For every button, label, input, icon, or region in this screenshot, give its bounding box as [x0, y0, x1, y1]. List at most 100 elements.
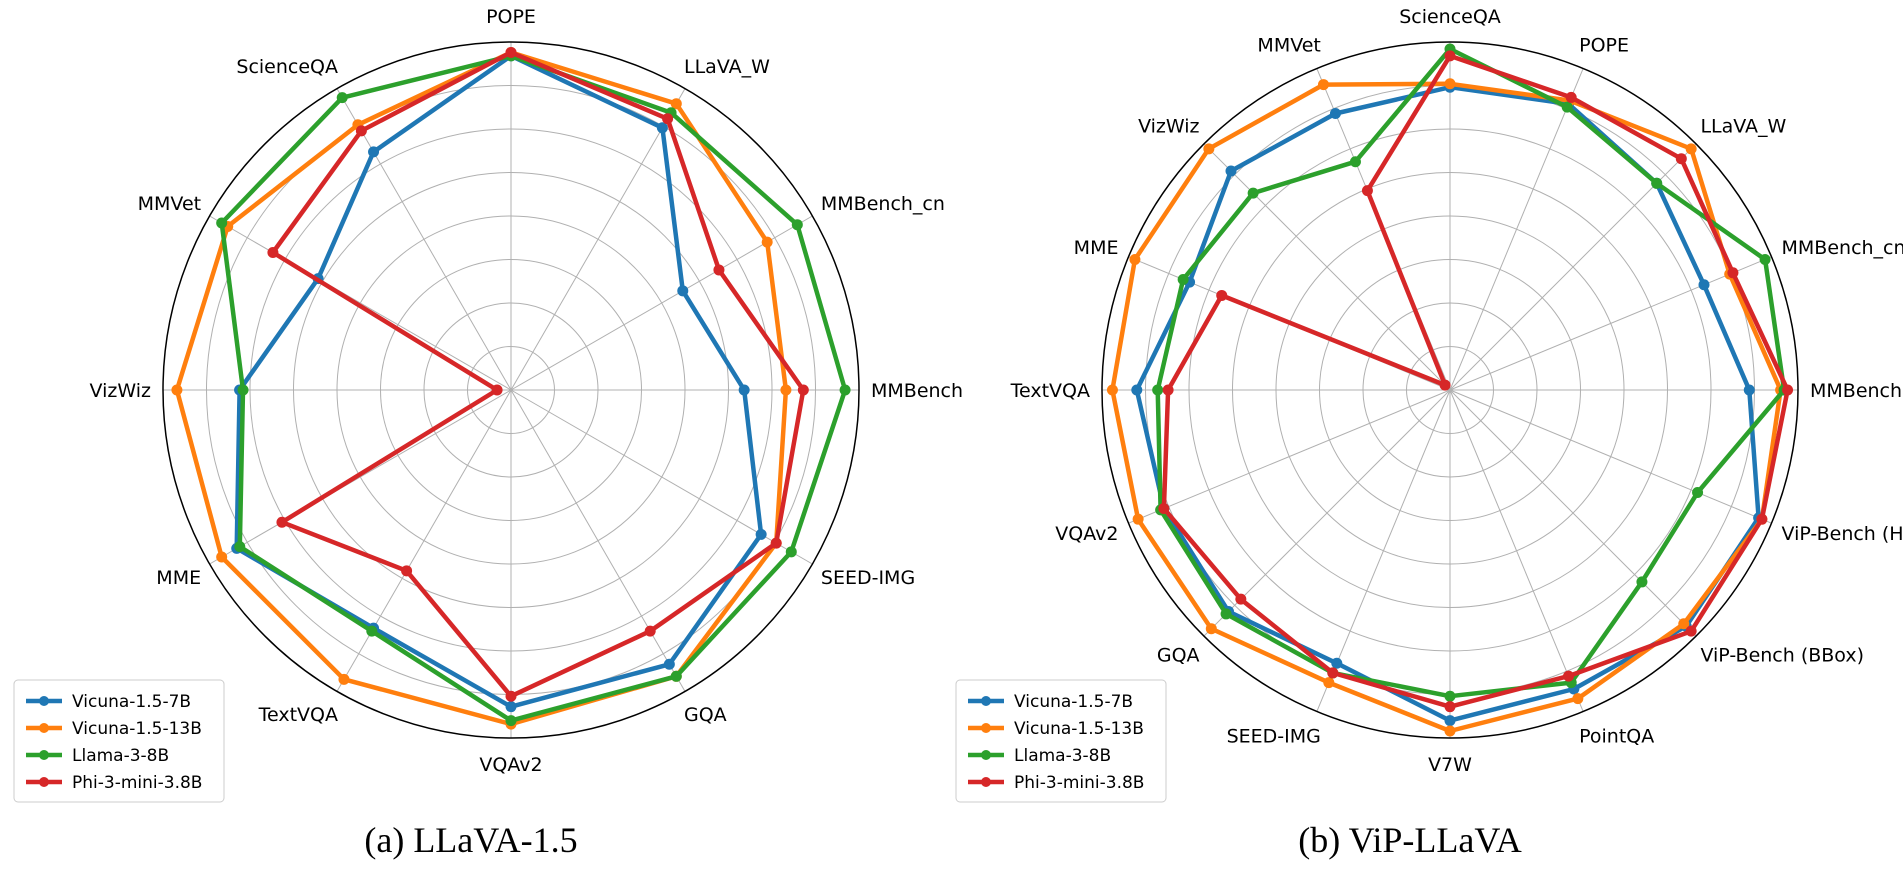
grid-spoke — [1449, 389, 1697, 637]
data-point-vicuna-1-5-13b-vizwiz — [171, 384, 183, 396]
axis-label-gqa: GQA — [684, 704, 727, 726]
data-point-phi-3-mini-3-8b-mmbench — [797, 384, 809, 396]
data-point-phi-3-mini-3-8b-pope — [1565, 91, 1577, 103]
data-point-phi-3-mini-3-8b-pointqa — [1563, 670, 1575, 682]
data-point-phi-3-mini-3-8b-vqav2 — [505, 690, 517, 702]
axis-label-mmvet: MMVet — [138, 193, 201, 215]
data-point-vicuna-1-5-7b-seed-img — [1331, 657, 1343, 669]
axis-label-textvqa: TextVQA — [258, 704, 338, 726]
data-point-llama-3-8b-vqav2 — [505, 715, 517, 727]
data-point-phi-3-mini-3-8b-mmvet — [1361, 185, 1373, 197]
data-point-vicuna-1-5-13b-textvqa — [1106, 384, 1118, 396]
data-point-llama-3-8b-gqa — [1220, 608, 1232, 620]
data-point-vicuna-1-5-7b-mmbench — [738, 384, 750, 396]
data-point-vicuna-1-5-7b-mmbench-cn — [677, 285, 689, 297]
data-point-phi-3-mini-3-8b-textvqa — [401, 565, 413, 577]
legend-marker-vicuna-1-5-7b — [981, 696, 991, 706]
series-phi-3-mini-3-8b — [267, 46, 809, 702]
chart-caption: (a) LLaVA-1.5 — [364, 820, 577, 860]
outer-ring — [1101, 41, 1799, 739]
grid-spoke — [510, 215, 813, 391]
grid-spoke — [336, 88, 512, 391]
data-point-vicuna-1-5-13b-mme — [1129, 253, 1141, 265]
data-point-llama-3-8b-scienceqa — [336, 92, 348, 104]
axis-label-mmbench-cn: MMBench_cn — [1782, 237, 1903, 259]
data-point-vicuna-1-5-7b-v7w — [1444, 715, 1456, 727]
legend-marker-llama-3-8b — [39, 750, 49, 760]
data-point-vicuna-1-5-13b-mmbench — [780, 384, 792, 396]
legend-marker-vicuna-1-5-13b — [981, 723, 991, 733]
data-point-phi-3-mini-3-8b-llava-w — [662, 113, 674, 125]
axis-label-llava-w: LLaVA_W — [684, 56, 770, 78]
data-point-vicuna-1-5-7b-scienceqa — [368, 146, 380, 158]
axis-label-pointqa: PointQA — [1579, 726, 1654, 748]
grid-spoke — [1128, 389, 1451, 524]
axis-label-vip-bench-human: ViP-Bench (Human) — [1782, 523, 1903, 545]
axis-label-scienceqa: ScienceQA — [1399, 6, 1501, 28]
data-point-llama-3-8b-mmbench-cn — [1759, 253, 1771, 265]
data-point-vicuna-1-5-7b-textvqa — [1131, 384, 1143, 396]
series-phi-3-mini-3-8b — [1158, 50, 1794, 713]
data-point-llama-3-8b-mme — [1177, 273, 1189, 285]
data-point-vicuna-1-5-13b-textvqa — [338, 673, 350, 685]
legend-label-llama-3-8b: Llama-3-8B — [72, 746, 169, 766]
data-point-vicuna-1-5-13b-llava-w — [670, 98, 682, 110]
data-point-phi-3-mini-3-8b-mme — [1216, 289, 1228, 301]
legend-label-llama-3-8b: Llama-3-8B — [1014, 746, 1111, 766]
data-point-phi-3-mini-3-8b-mmbench-cn — [1727, 267, 1739, 279]
data-point-phi-3-mini-3-8b-mmvet — [267, 247, 279, 259]
axis-label-seed-img: SEED-IMG — [821, 567, 915, 589]
legend-label-vicuna-1-5-7b: Vicuna-1.5-7B — [1014, 692, 1133, 712]
data-point-vicuna-1-5-13b-vqav2 — [1132, 513, 1144, 525]
data-point-phi-3-mini-3-8b-scienceqa — [355, 125, 367, 137]
grid-spoke — [209, 215, 512, 391]
radar-chart-llava-1-5: POPE LLaVA_W MMBench_cn MMBench SEED-IMG GQA V… — [13, 6, 963, 860]
data-point-phi-3-mini-3-8b-gqa — [644, 625, 656, 637]
data-point-vicuna-1-5-13b-vizwiz — [1203, 143, 1215, 155]
axis-label-mmbench: MMBench — [1810, 380, 1902, 402]
grid-spoke — [1449, 389, 1584, 712]
data-point-vicuna-1-5-13b-llava-w — [1685, 143, 1697, 155]
legend-marker-vicuna-1-5-7b — [39, 696, 49, 706]
grid-spoke — [510, 389, 686, 692]
data-point-llama-3-8b-textvqa — [366, 625, 378, 637]
data-point-llama-3-8b-vip-bench-bbox — [1636, 576, 1648, 588]
data-point-phi-3-mini-3-8b-vizwiz — [491, 384, 503, 396]
legend-label-vicuna-1-5-13b: Vicuna-1.5-13B — [72, 719, 202, 739]
data-point-phi-3-mini-3-8b-mme — [276, 516, 288, 528]
data-point-vicuna-1-5-7b-vizwiz — [1225, 165, 1237, 177]
axis-label-pope: POPE — [486, 6, 536, 28]
grid-spoke — [1449, 68, 1584, 391]
series-vicuna-1-5-13b — [171, 46, 792, 730]
axis-label-mme: MME — [156, 567, 201, 589]
grid-spoke — [1449, 256, 1772, 391]
series-line-vicuna-1-5-7b — [1134, 84, 1761, 723]
series-line-vicuna-1-5-13b — [174, 50, 789, 727]
axis-label-llava-w: LLaVA_W — [1700, 116, 1786, 138]
axis-label-textvqa: TextVQA — [1010, 380, 1090, 402]
data-point-phi-3-mini-3-8b-gqa — [1235, 593, 1247, 605]
axis-label-pope: POPE — [1579, 34, 1629, 56]
radar-chart-vip-llava: ScienceQA POPE LLaVA_W MMBench_cn MMBench ViP… — [955, 6, 1903, 860]
data-point-vicuna-1-5-7b-mmvet — [1329, 108, 1341, 120]
data-point-phi-3-mini-3-8b-vqav2 — [1158, 503, 1170, 515]
data-point-vicuna-1-5-13b-gqa — [1205, 623, 1217, 635]
data-point-phi-3-mini-3-8b-mmbench — [1782, 384, 1794, 396]
data-point-vicuna-1-5-13b-vip-bench-bbox — [1678, 618, 1690, 630]
grid-spoke — [209, 389, 512, 565]
axis-label-mmbench-cn: MMBench_cn — [821, 193, 945, 215]
axis-label-vip-bench-bbox: ViP-Bench (BBox) — [1700, 644, 1864, 666]
data-point-llama-3-8b-mmvet — [216, 217, 228, 229]
grid-spoke — [1203, 389, 1451, 637]
data-point-vicuna-1-5-7b-gqa — [663, 658, 675, 670]
legend: Vicuna-1.5-7B Vicuna-1.5-13B Llama-3-8B Phi… — [13, 679, 225, 803]
series-llama-3-8b — [216, 50, 851, 727]
data-point-vicuna-1-5-7b-mmbench — [1743, 384, 1755, 396]
data-point-phi-3-mini-3-8b-seed-img — [1327, 667, 1339, 679]
data-point-llama-3-8b-vizwiz — [1247, 187, 1259, 199]
data-point-llama-3-8b-pope — [1561, 101, 1573, 113]
legend-marker-vicuna-1-5-13b — [39, 723, 49, 733]
axis-label-vizwiz: VizWiz — [1138, 116, 1199, 138]
data-point-phi-3-mini-3-8b-seed-img — [770, 537, 782, 549]
data-point-vicuna-1-5-7b-vqav2 — [505, 701, 517, 713]
